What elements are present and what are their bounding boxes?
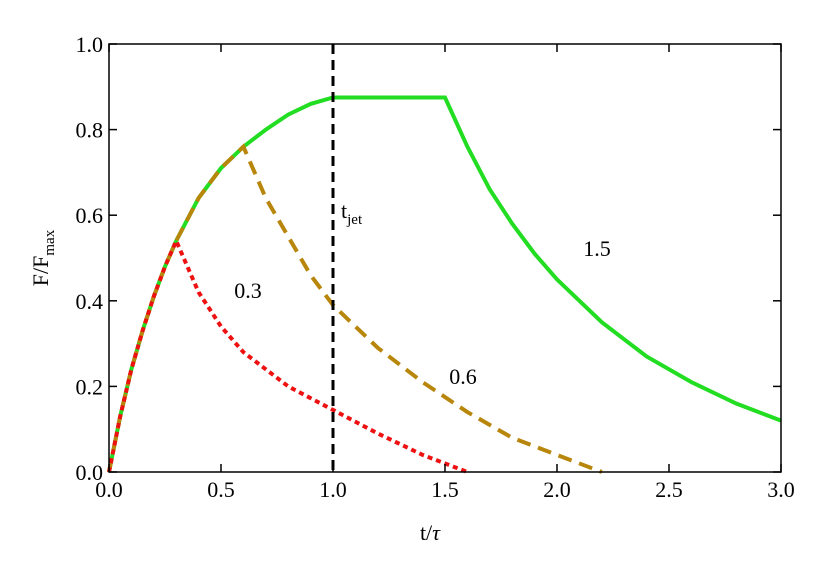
- y-tick-label: 0.0: [76, 460, 104, 485]
- reference-label: tjet: [341, 198, 363, 228]
- y-tick-label: 0.8: [76, 118, 104, 143]
- reference-label-main: t: [341, 198, 347, 223]
- y-label-sub: max: [42, 229, 58, 255]
- y-axis-label: F/Fmax: [28, 229, 58, 286]
- line: [107, 235, 469, 474]
- annotation: 0.3: [234, 278, 262, 303]
- y-tick-label: 1.0: [76, 32, 104, 57]
- reference-label-sub: jet: [346, 212, 363, 228]
- y-tick-label: 0.6: [76, 203, 104, 228]
- y-tick-label: 0.2: [76, 374, 104, 399]
- x-tick-label: 1.0: [319, 477, 347, 502]
- y-tick-label: 0.4: [76, 289, 104, 314]
- plot-frame: [108, 43, 782, 473]
- x-tick-label: 2.5: [655, 477, 683, 502]
- x-tick-label: 0.0: [95, 477, 123, 502]
- line: [107, 95, 782, 473]
- x-axis-label: t/τ: [420, 520, 441, 545]
- x-tick-label: 1.5: [431, 477, 459, 502]
- x-label-main: t/: [420, 520, 433, 545]
- annotation: 1.5: [583, 236, 611, 261]
- x-tick-label: 0.5: [207, 477, 235, 502]
- x-tick-label: 2.0: [543, 477, 571, 502]
- y-label-main: F/F: [28, 256, 53, 287]
- x-tick-label: 3.0: [767, 477, 795, 502]
- annotation: 0.6: [449, 364, 477, 389]
- line: [107, 143, 603, 474]
- x-label-sub: τ: [432, 520, 441, 545]
